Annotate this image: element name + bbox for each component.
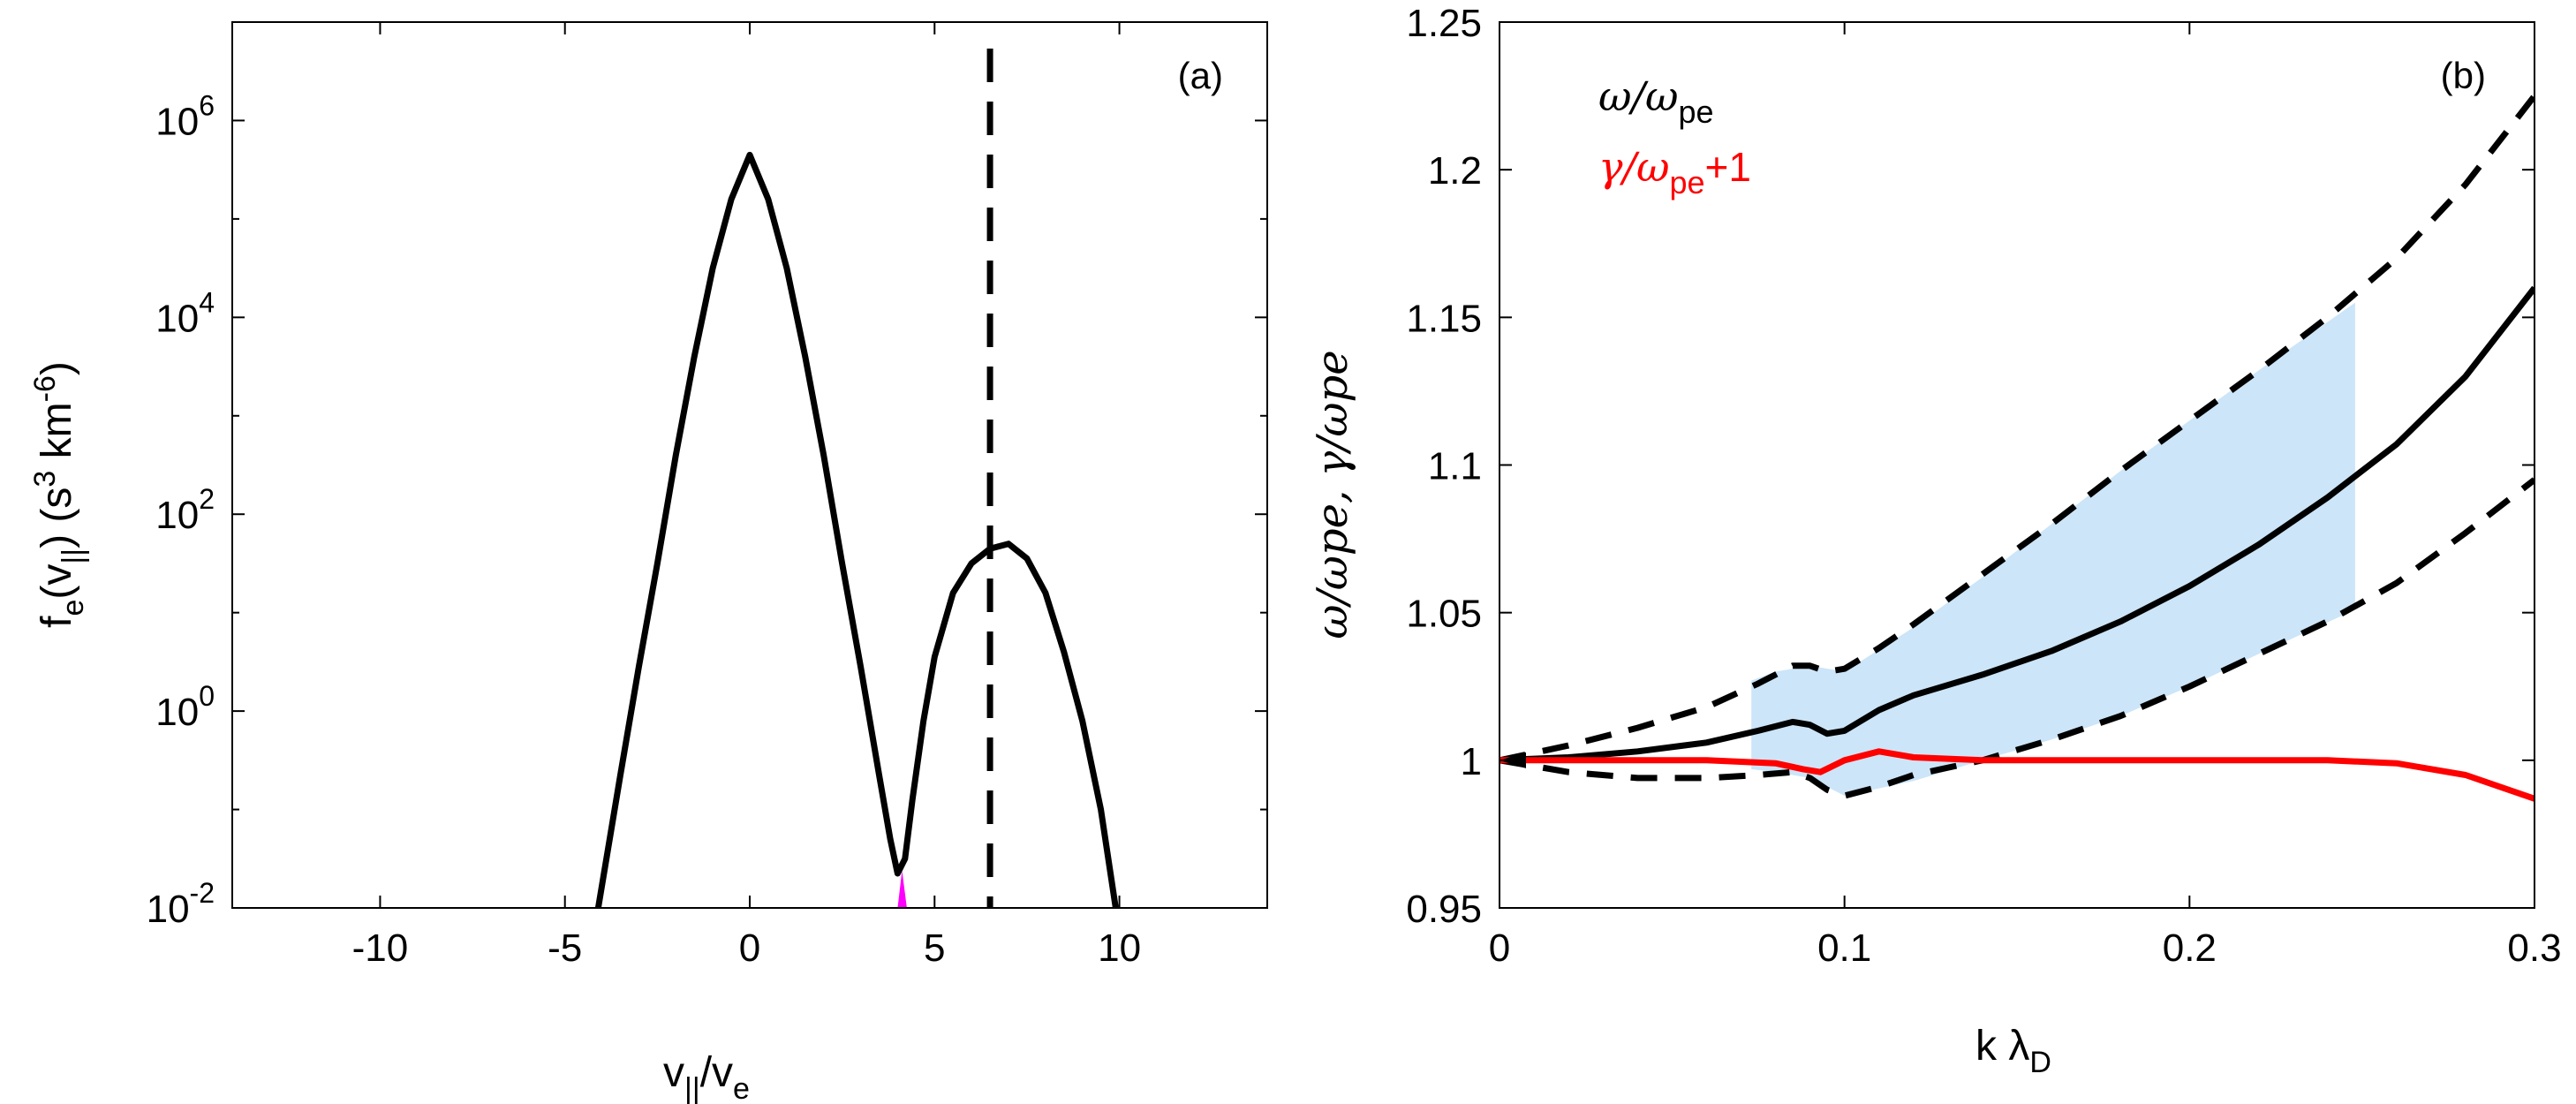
panel-b-series-line-omega_upper bbox=[1500, 94, 2534, 764]
panel-b-series-line-omega_mean bbox=[1500, 285, 2534, 764]
panel-a-ytick-label: 100 bbox=[155, 680, 215, 734]
panel-b-ytick-label: 0.95 bbox=[1406, 888, 1482, 931]
panel-a-ytick-label: 10-2 bbox=[147, 877, 215, 931]
panel-a-series-line-0 bbox=[594, 151, 1119, 908]
panel-a-ylabel: fe(v||) (s3 km-6) bbox=[28, 361, 90, 628]
panel-b-ytick-label: 1.1 bbox=[1428, 445, 1482, 488]
panel-b-ytick-label: 1.25 bbox=[1406, 2, 1482, 45]
panel-a-xtick-label: 0 bbox=[739, 926, 760, 970]
panel-b-plot-area bbox=[1499, 21, 2535, 909]
panel-b-xtick-label: 0 bbox=[1489, 926, 1510, 970]
panel-a-label: (a) bbox=[1178, 55, 1223, 96]
legend-entry-omega: ω/ωpe bbox=[1598, 72, 1714, 130]
panel-a-ytick-label: 106 bbox=[155, 89, 215, 143]
panel-b-ticks: 0 0.1 0.2 0.3 0.95 1 1.05 1.1 1.15 1.2 1.25 bbox=[1406, 2, 2561, 970]
panel-b-shaded-region bbox=[1751, 302, 2355, 797]
panel-b: 0 0.1 0.2 0.3 0.95 1 1.05 1.1 1.15 1.2 1.25 (b) ω/… bbox=[1308, 2, 2562, 1079]
panel-a-xtick-label: -10 bbox=[352, 926, 409, 970]
panel-a-xtick-label: -5 bbox=[548, 926, 582, 970]
panel-b-xlabel: k λD bbox=[1975, 1023, 2051, 1079]
panel-b-series-line-omega_lower bbox=[1500, 477, 2534, 799]
panel-a-ticks: -10 -5 0 5 10 10-2 100 102 104 106 bbox=[147, 22, 1267, 970]
panel-b-xtick-label: 0.1 bbox=[1817, 926, 1871, 970]
panel-b-label: (b) bbox=[2441, 55, 2486, 96]
panel-b-ytick-label: 1.05 bbox=[1406, 593, 1482, 636]
panel-a-ytick-label: 102 bbox=[155, 483, 215, 537]
panel-a-xtick-label: 10 bbox=[1098, 926, 1141, 970]
panel-b-origin-marker bbox=[1500, 752, 1526, 768]
panel-b-ytick-label: 1.2 bbox=[1428, 149, 1482, 193]
panel-a-xlabel: v||/ve bbox=[663, 1049, 750, 1104]
panel-a: -10 -5 0 5 10 10-2 100 102 104 106 (a) v||/ve fe(… bbox=[28, 21, 1268, 1104]
legend-entry-gamma: γ/ωpe+1 bbox=[1598, 143, 1751, 200]
panel-b-legend: ω/ωpe γ/ωpe+1 bbox=[1598, 72, 1751, 200]
panel-b-ylabel: ω/ωpe, γ/ωpe bbox=[1308, 350, 1357, 639]
panel-b-ytick-label: 1 bbox=[1461, 740, 1482, 783]
panel-b-ytick-label: 1.15 bbox=[1406, 297, 1482, 340]
panel-b-xtick-label: 0.2 bbox=[2163, 926, 2217, 970]
panel-a-highlight bbox=[897, 870, 907, 908]
panel-a-xtick-label: 5 bbox=[924, 926, 945, 970]
panel-b-xtick-label: 0.3 bbox=[2507, 926, 2561, 970]
panel-a-ytick-label: 104 bbox=[155, 286, 215, 340]
panel-b-series-line-gamma bbox=[1500, 748, 2534, 802]
